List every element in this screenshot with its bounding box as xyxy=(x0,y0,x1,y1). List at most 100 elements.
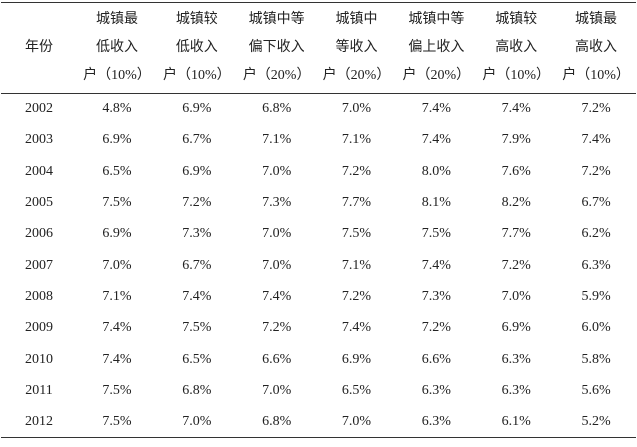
value-cell: 6.7% xyxy=(182,257,212,273)
table-row: 2010 7.4% 6.5% 6.6% 6.9% 6.6% 6.3% 5.8% xyxy=(1,344,636,375)
value-cell: 7.2% xyxy=(341,288,372,304)
table-row: 2003 6.9% 6.7% 7.1% 7.1% 7.4% 7.9% 7.4% xyxy=(1,125,636,156)
value-cell: 7.2% xyxy=(581,101,611,117)
header-cell: 城镇较高收入户（10%） xyxy=(476,3,556,94)
value-cell: 5.8% xyxy=(581,351,611,367)
value-cell: 7.0% xyxy=(341,101,372,117)
header-line: 年份 xyxy=(25,40,54,55)
header-cell: 年份 xyxy=(1,3,77,94)
header-line: 户（10%） xyxy=(562,68,630,83)
value-cell: 7.3% xyxy=(262,195,292,211)
value-cell: 6.8% xyxy=(182,382,212,398)
value-cell: 7.3% xyxy=(182,226,212,242)
value-cell: 8.0% xyxy=(421,163,451,179)
value-cell: 7.0% xyxy=(262,226,292,242)
header-line: 城镇中等 xyxy=(248,12,305,27)
value-cell: 6.5% xyxy=(182,351,212,367)
header-line: 高收入 xyxy=(495,40,538,55)
value-cell: 7.0% xyxy=(341,413,372,429)
table-row: 2007 7.0% 6.7% 7.0% 7.1% 7.4% 7.2% 6.3% xyxy=(1,250,636,281)
header-line: 城镇较 xyxy=(495,12,538,27)
value-cell: 7.5% xyxy=(102,382,132,398)
value-cell: 7.3% xyxy=(421,288,451,304)
value-cell: 7.2% xyxy=(341,163,372,179)
value-cell: 6.3% xyxy=(421,382,451,398)
value-cell: 7.4% xyxy=(421,132,451,148)
value-cell: 8.1% xyxy=(421,195,451,211)
value-cell: 7.0% xyxy=(262,163,292,179)
year-cell: 2007 xyxy=(25,257,54,273)
value-cell: 6.9% xyxy=(341,351,372,367)
value-cell: 7.4% xyxy=(102,320,132,336)
value-cell: 6.1% xyxy=(501,413,531,429)
table-row: 2005 7.5% 7.2% 7.3% 7.7% 8.1% 8.2% 6.7% xyxy=(1,187,636,218)
year-cell: 2003 xyxy=(25,132,54,148)
header-row: 年份 城镇最低收入户（10%） 城镇较低收入户（10%） 城镇中等偏下收入户（20%）… xyxy=(1,2,636,94)
value-cell: 7.7% xyxy=(341,195,372,211)
table-row: 2009 7.4% 7.5% 7.2% 7.4% 7.2% 6.9% 6.0% xyxy=(1,313,636,344)
value-cell: 7.4% xyxy=(421,101,451,117)
value-cell: 6.8% xyxy=(262,413,292,429)
header-cell: 城镇中等偏下收入户（20%） xyxy=(237,3,317,94)
value-cell: 7.5% xyxy=(102,413,132,429)
table-body: 2002 4.8% 6.9% 6.8% 7.0% 7.4% 7.4% 7.2% 2003 6.9%… xyxy=(1,94,636,438)
header-line: 偏上收入 xyxy=(408,40,465,55)
table-header: 年份 城镇最低收入户（10%） 城镇较低收入户（10%） 城镇中等偏下收入户（20%）… xyxy=(1,2,636,94)
value-cell: 6.8% xyxy=(262,101,292,117)
header-cell: 城镇中 等收入 户（20%） xyxy=(317,3,397,94)
value-cell: 7.6% xyxy=(501,163,531,179)
value-cell: 6.0% xyxy=(581,320,611,336)
value-cell: 6.7% xyxy=(581,195,611,211)
header-line: 户（20%） xyxy=(242,68,311,83)
value-cell: 6.3% xyxy=(501,351,531,367)
value-cell: 4.8% xyxy=(102,101,132,117)
value-cell: 6.3% xyxy=(501,382,531,398)
value-cell: 7.0% xyxy=(102,257,132,273)
header-cell: 城镇中等 偏上收入 户（20%） xyxy=(396,3,476,94)
header-line: 城镇中等 xyxy=(408,12,465,27)
value-cell: 6.9% xyxy=(501,320,531,336)
value-cell: 7.4% xyxy=(102,351,132,367)
year-cell: 2005 xyxy=(25,195,54,211)
value-cell: 7.2% xyxy=(501,257,531,273)
table-row: 2011 7.5% 6.8% 7.0% 6.5% 6.3% 6.3% 5.6% xyxy=(1,375,636,406)
value-cell: 6.2% xyxy=(581,226,611,242)
header-line: 户（10%） xyxy=(162,68,231,83)
value-cell: 7.1% xyxy=(262,132,292,148)
value-cell: 7.4% xyxy=(581,132,611,148)
header-cell: 城镇最 低收入 户（10%） xyxy=(77,3,157,94)
header-line: 城镇最 xyxy=(95,12,138,27)
header-line: 低收入 xyxy=(175,40,218,55)
year-cell: 2002 xyxy=(25,101,54,117)
value-cell: 7.4% xyxy=(341,320,372,336)
value-cell: 7.0% xyxy=(501,288,531,304)
year-cell: 2004 xyxy=(25,163,54,179)
value-cell: 8.2% xyxy=(501,195,531,211)
table-row: 2006 6.9% 7.3% 7.0% 7.5% 7.5% 7.7% 6.2% xyxy=(1,219,636,250)
data-table: 年份 城镇最低收入户（10%） 城镇较低收入户（10%） 城镇中等偏下收入户（20%）… xyxy=(1,2,636,438)
header-line: 城镇较 xyxy=(175,12,218,27)
year-cell: 2008 xyxy=(25,288,54,304)
header-line: 等收入 xyxy=(335,40,378,55)
value-cell: 7.4% xyxy=(182,288,212,304)
header-line: 低收入 xyxy=(95,40,138,55)
value-cell: 6.9% xyxy=(102,226,132,242)
header-line: 高收入 xyxy=(575,40,618,55)
value-cell: 6.3% xyxy=(421,413,451,429)
header-cell: 城镇最 高收入 户（10%） xyxy=(556,3,636,94)
table-row: 2012 7.5% 7.0% 6.8% 7.0% 6.3% 6.1% 5.2% xyxy=(1,406,636,438)
value-cell: 7.5% xyxy=(182,320,212,336)
value-cell: 7.1% xyxy=(341,257,372,273)
year-cell: 2012 xyxy=(25,413,54,429)
value-cell: 6.6% xyxy=(262,351,292,367)
value-cell: 7.5% xyxy=(421,226,451,242)
value-cell: 7.7% xyxy=(501,226,531,242)
value-cell: 5.2% xyxy=(581,413,611,429)
year-cell: 2010 xyxy=(25,351,54,367)
value-cell: 7.4% xyxy=(501,101,531,117)
header-line: 户（10%） xyxy=(482,68,551,83)
header-line: 偏下收入 xyxy=(248,40,305,55)
value-cell: 7.1% xyxy=(341,132,372,148)
value-cell: 6.9% xyxy=(102,132,132,148)
